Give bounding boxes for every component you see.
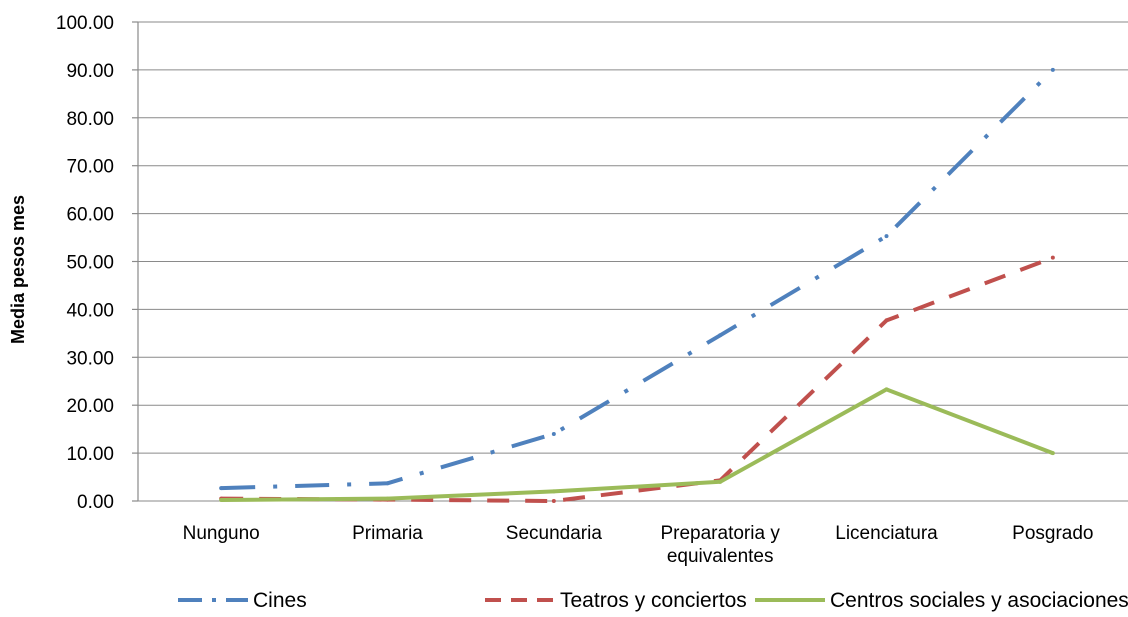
legend: Cines Teatros y conciertos Centros sociale… [178,589,1128,612]
x-tick-label-line: Licenciatura [835,523,938,544]
x-tick-label: Posgrado [1012,523,1093,544]
x-tick-label-line: Preparatoria y [660,523,780,544]
data-point [551,431,556,436]
y-axis-tick-labels: 0.00 10.00 20.00 30.00 40.00 50.00 60.00 70.00 8… [56,13,114,513]
series-line-2 [221,387,1054,502]
data-point [1050,255,1055,260]
y-tick-label: 100.00 [56,13,114,34]
series-lines [219,67,1055,503]
y-tick-label: 50.00 [66,253,114,274]
data-point [219,498,224,503]
y-tick-label: 70.00 [66,157,114,178]
data-point [884,318,889,323]
data-point [884,387,889,392]
x-tick-label: Primaria [352,523,423,544]
data-point [884,234,889,239]
data-point [219,486,224,491]
series-line-0 [221,68,1055,491]
x-tick-label-line: Secundaria [506,523,603,544]
x-tick-label: Secundaria [506,523,603,544]
data-point [1050,67,1055,72]
y-tick-label: 60.00 [66,205,114,226]
data-point [385,496,390,501]
data-point [718,333,723,338]
data-point [551,499,556,503]
data-point [551,489,556,494]
x-tick-label-line: Primaria [352,523,423,544]
x-tick-label: Nunguno [183,523,260,544]
data-point [1050,451,1055,456]
legend-label-1: Teatros y conciertos [560,589,747,612]
x-tick-label-line: Nunguno [183,523,260,544]
y-tick-label: 90.00 [66,61,114,82]
y-tick-label: 0.00 [77,492,114,513]
x-tick-label: Preparatoria y equivalentes [660,523,780,567]
legend-label-0: Cines [253,589,307,612]
series-line-1 [221,255,1054,503]
y-tick-label: 10.00 [66,444,114,465]
data-point [385,481,390,486]
legend-label-2: Centros sociales y asociaciones [830,589,1128,612]
y-axis-title: Media pesos mes [8,195,28,344]
y-tick-label: 40.00 [66,300,114,321]
data-point [718,479,723,484]
x-tick-label-line: Posgrado [1012,523,1093,544]
y-tick-label: 80.00 [66,109,114,130]
y-tick-label: 30.00 [66,348,114,369]
gridlines [132,21,1128,502]
x-tick-label-line: equivalentes [667,546,774,567]
x-tick-label: Licenciatura [835,523,938,544]
y-tick-label: 20.00 [66,396,114,417]
